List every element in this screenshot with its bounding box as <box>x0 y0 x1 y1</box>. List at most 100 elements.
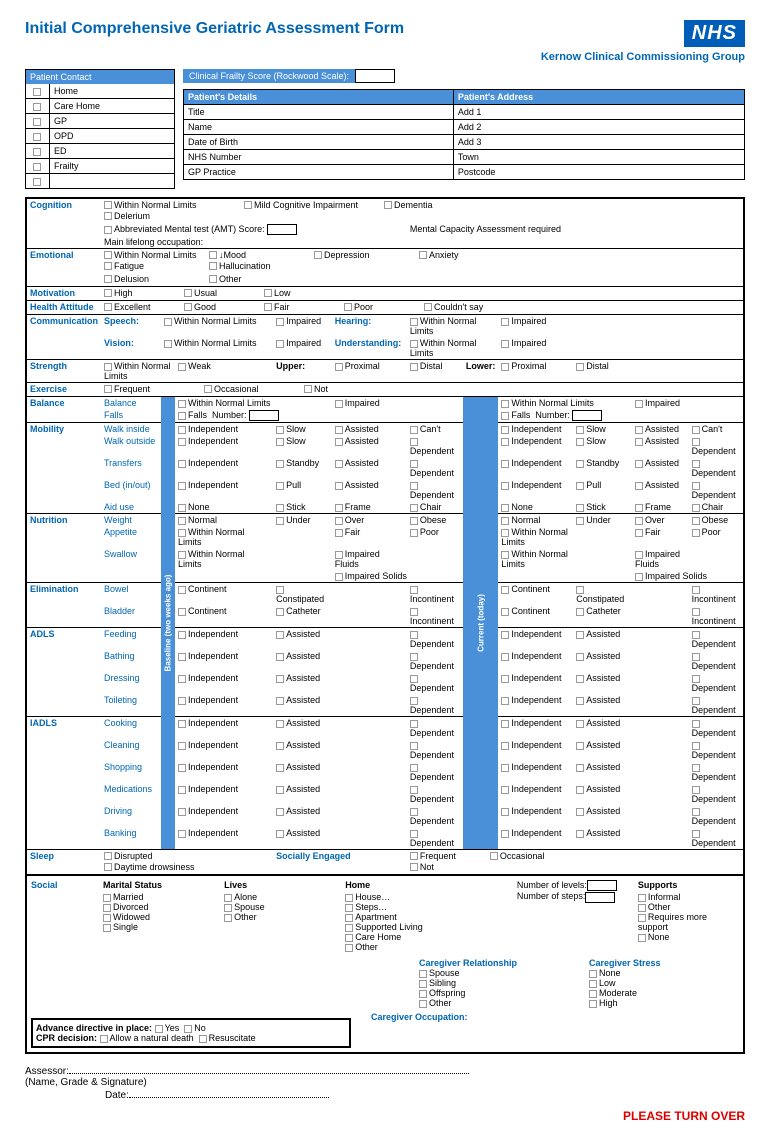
checkbox[interactable] <box>410 852 418 860</box>
checkbox[interactable] <box>410 504 418 512</box>
checkbox[interactable] <box>501 517 509 525</box>
checkbox[interactable] <box>576 438 584 446</box>
falls-num[interactable] <box>249 410 279 421</box>
checkbox[interactable] <box>103 904 111 912</box>
checkbox[interactable] <box>501 460 509 468</box>
checkbox[interactable] <box>635 504 643 512</box>
checkbox[interactable] <box>104 201 112 209</box>
pc-checkbox[interactable] <box>33 103 41 111</box>
checkbox[interactable] <box>576 653 584 661</box>
detail-field[interactable]: Title <box>184 105 454 120</box>
checkbox[interactable] <box>103 924 111 932</box>
vision-wnl-cb[interactable] <box>164 340 172 348</box>
checkbox[interactable] <box>345 944 353 952</box>
detail-field[interactable]: Name <box>184 120 454 135</box>
checkbox[interactable] <box>692 830 700 838</box>
checkbox[interactable] <box>501 808 509 816</box>
checkbox[interactable] <box>276 764 284 772</box>
checkbox[interactable] <box>410 653 418 661</box>
checkbox[interactable] <box>638 904 646 912</box>
checkbox[interactable] <box>410 631 418 639</box>
checkbox[interactable] <box>276 675 284 683</box>
checkbox[interactable] <box>178 653 186 661</box>
checkbox[interactable] <box>410 438 418 446</box>
checkbox[interactable] <box>589 1000 597 1008</box>
checkbox[interactable] <box>576 764 584 772</box>
steps-input[interactable] <box>585 892 615 903</box>
checkbox[interactable] <box>104 852 112 860</box>
checkbox[interactable] <box>501 764 509 772</box>
checkbox[interactable] <box>178 742 186 750</box>
checkbox[interactable] <box>410 720 418 728</box>
checkbox[interactable] <box>276 830 284 838</box>
checkbox[interactable] <box>410 808 418 816</box>
checkbox[interactable] <box>410 608 418 616</box>
checkbox[interactable] <box>692 426 700 434</box>
checkbox[interactable] <box>224 904 232 912</box>
checkbox[interactable] <box>209 275 217 283</box>
checkbox[interactable] <box>178 482 186 490</box>
checkbox[interactable] <box>410 586 418 594</box>
str-wnl-cb[interactable] <box>104 363 112 371</box>
checkbox[interactable] <box>276 653 284 661</box>
checkbox[interactable] <box>501 426 509 434</box>
address-field[interactable]: Town <box>453 150 744 165</box>
amt-checkbox[interactable] <box>104 226 112 234</box>
checkbox[interactable] <box>501 697 509 705</box>
checkbox[interactable] <box>692 675 700 683</box>
checkbox[interactable] <box>264 289 272 297</box>
checkbox[interactable] <box>576 426 584 434</box>
checkbox[interactable] <box>576 504 584 512</box>
advance-no-cb[interactable] <box>184 1025 192 1033</box>
levels-input[interactable] <box>587 880 617 891</box>
checkbox[interactable] <box>692 460 700 468</box>
checkbox[interactable] <box>410 786 418 794</box>
falls-num2[interactable] <box>572 410 602 421</box>
checkbox[interactable] <box>178 764 186 772</box>
lo-prox-cb[interactable] <box>501 363 509 371</box>
up-prox-cb[interactable] <box>335 363 343 371</box>
checkbox[interactable] <box>276 608 284 616</box>
checkbox[interactable] <box>419 1000 427 1008</box>
str-weak-cb[interactable] <box>178 363 186 371</box>
checkbox[interactable] <box>419 970 427 978</box>
checkbox[interactable] <box>576 808 584 816</box>
checkbox[interactable] <box>335 517 343 525</box>
checkbox[interactable] <box>104 289 112 297</box>
checkbox[interactable] <box>104 275 112 283</box>
checkbox[interactable] <box>419 990 427 998</box>
checkbox[interactable] <box>410 742 418 750</box>
checkbox[interactable] <box>276 808 284 816</box>
detail-field[interactable]: NHS Number <box>184 150 454 165</box>
cb[interactable] <box>335 400 343 408</box>
checkbox[interactable] <box>419 251 427 259</box>
checkbox[interactable] <box>501 675 509 683</box>
cb[interactable] <box>335 573 343 581</box>
checkbox[interactable] <box>576 631 584 639</box>
checkbox[interactable] <box>692 608 700 616</box>
checkbox[interactable] <box>692 631 700 639</box>
checkbox[interactable] <box>410 830 418 838</box>
checkbox[interactable] <box>244 201 252 209</box>
checkbox[interactable] <box>501 786 509 794</box>
checkbox[interactable] <box>692 517 700 525</box>
checkbox[interactable] <box>635 426 643 434</box>
checkbox[interactable] <box>345 904 353 912</box>
checkbox[interactable] <box>576 830 584 838</box>
checkbox[interactable] <box>589 980 597 988</box>
cb[interactable] <box>635 400 643 408</box>
detail-field[interactable]: Date of Birth <box>184 135 454 150</box>
checkbox[interactable] <box>589 970 597 978</box>
checkbox[interactable] <box>335 504 343 512</box>
checkbox[interactable] <box>501 830 509 838</box>
checkbox[interactable] <box>178 720 186 728</box>
checkbox[interactable] <box>501 482 509 490</box>
checkbox[interactable] <box>692 653 700 661</box>
checkbox[interactable] <box>576 697 584 705</box>
checkbox[interactable] <box>576 482 584 490</box>
checkbox[interactable] <box>635 529 643 537</box>
checkbox[interactable] <box>576 460 584 468</box>
checkbox[interactable] <box>209 251 217 259</box>
frailty-score-input[interactable] <box>355 69 395 83</box>
checkbox[interactable] <box>178 786 186 794</box>
